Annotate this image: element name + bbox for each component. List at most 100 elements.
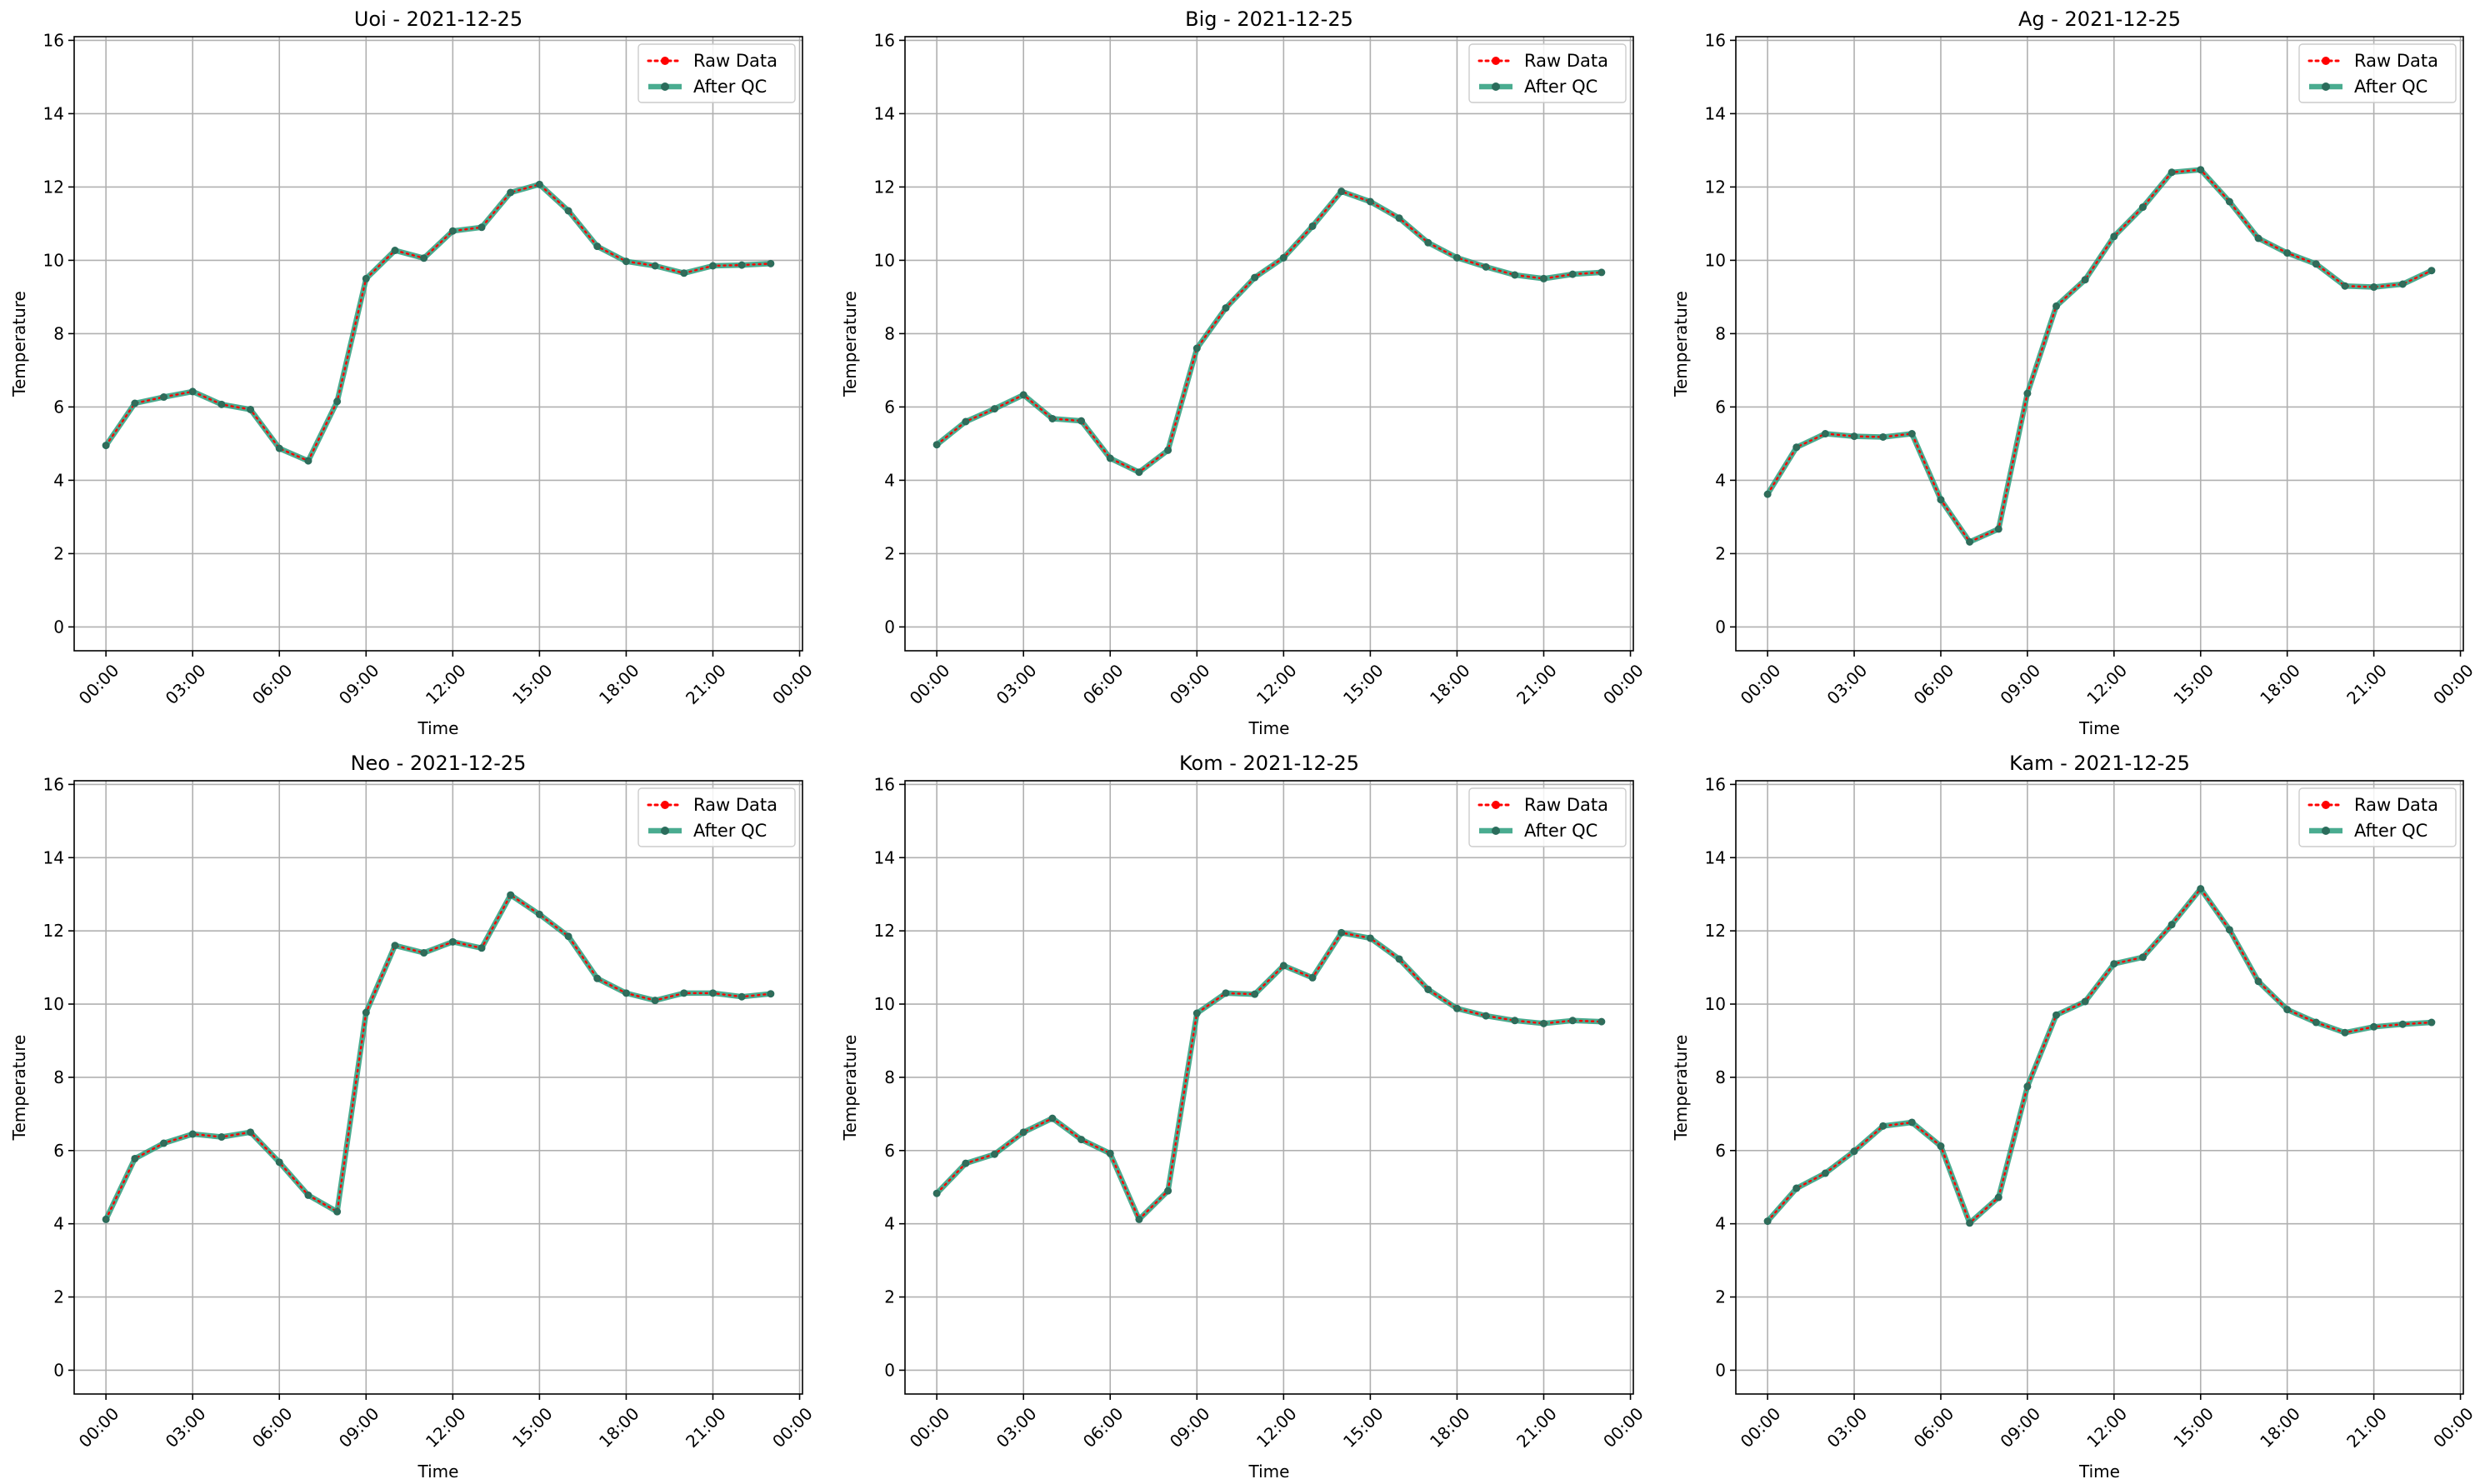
- y-tick-label: 14: [874, 103, 895, 123]
- x-tick-label: 12:00: [422, 1403, 470, 1452]
- data-point-raw-data: [479, 946, 484, 951]
- data-point-raw-data: [2228, 927, 2232, 932]
- y-axis-label: Temperature: [9, 1035, 29, 1142]
- y-tick-label: 6: [53, 1141, 64, 1161]
- data-point-raw-data: [2314, 1020, 2318, 1025]
- y-tick-label: 14: [1705, 847, 1726, 867]
- legend-marker-raw-data: [661, 57, 669, 65]
- x-axis-label: Time: [418, 718, 459, 738]
- data-point-raw-data: [278, 446, 282, 451]
- x-tick-label: 09:00: [1996, 1403, 2044, 1452]
- y-axis-label: Temperature: [1671, 291, 1691, 397]
- legend-marker-after-qc: [2322, 82, 2330, 91]
- data-point-raw-data: [479, 225, 484, 229]
- legend-marker-after-qc: [1492, 827, 1500, 835]
- data-point-raw-data: [2285, 251, 2289, 255]
- plot-area: [905, 781, 1633, 1394]
- plot-area: [905, 37, 1633, 651]
- x-axis-label: Time: [1248, 718, 1290, 738]
- x-tick-label: 18:00: [595, 660, 643, 708]
- y-tick-label: 8: [1715, 323, 1726, 343]
- chart-title: Kom - 2021-12-25: [1179, 752, 1359, 775]
- data-point-raw-data: [1166, 1188, 1170, 1193]
- legend-label-after-qc: After QC: [693, 821, 767, 841]
- y-tick-label: 16: [43, 30, 64, 50]
- series-line-raw-data: [935, 190, 1603, 474]
- data-point-raw-data: [1108, 1152, 1112, 1156]
- y-tick-label: 12: [874, 921, 895, 941]
- x-tick-label: 15:00: [508, 660, 557, 708]
- data-point-raw-data: [2198, 887, 2202, 891]
- data-point-raw-data: [1512, 1018, 1518, 1023]
- data-point-raw-data: [335, 1209, 339, 1214]
- y-tick-label: 8: [53, 1067, 64, 1087]
- legend-marker-after-qc: [1492, 82, 1500, 91]
- y-tick-label: 4: [1715, 470, 1726, 490]
- x-tick-label: 18:00: [1426, 660, 1474, 708]
- data-point-raw-data: [1938, 497, 1943, 502]
- data-point-raw-data: [1483, 265, 1488, 269]
- data-point-raw-data: [652, 263, 658, 268]
- data-point-raw-data: [1823, 1171, 1828, 1176]
- data-point-raw-data: [1968, 1221, 1972, 1225]
- x-tick-label: 21:00: [2342, 1403, 2391, 1452]
- y-tick-label: 10: [1705, 994, 1726, 1014]
- y-tick-label: 2: [1715, 1287, 1726, 1307]
- data-point-raw-data: [934, 1192, 939, 1196]
- data-point-raw-data: [1310, 224, 1315, 228]
- y-tick-label: 10: [874, 250, 895, 270]
- data-point-raw-data: [1881, 435, 1885, 439]
- data-point-raw-data: [1852, 1149, 1857, 1153]
- legend-label-raw-data: Raw Data: [693, 51, 778, 71]
- data-point-raw-data: [306, 1193, 311, 1197]
- y-tick-label: 12: [43, 921, 64, 941]
- series-line-raw-data: [1766, 887, 2433, 1225]
- x-tick-label: 09:00: [1166, 660, 1214, 708]
- data-point-raw-data: [1852, 434, 1857, 438]
- data-point-raw-data: [364, 277, 368, 281]
- y-tick-label: 8: [1715, 1067, 1726, 1087]
- data-point-raw-data: [103, 443, 108, 447]
- legend: Raw Data After QC: [638, 43, 796, 103]
- x-tick-label: 18:00: [2256, 660, 2304, 708]
- x-tick-label: 00:00: [1599, 1403, 1648, 1452]
- data-point-raw-data: [190, 1132, 195, 1137]
- data-point-raw-data: [566, 208, 571, 213]
- x-tick-label: 00:00: [2429, 1403, 2478, 1452]
- x-tick-label: 06:00: [248, 1403, 297, 1452]
- y-tick-label: 8: [53, 323, 64, 343]
- y-tick-label: 0: [1715, 1360, 1726, 1380]
- data-point-raw-data: [1137, 1217, 1142, 1222]
- data-point-raw-data: [963, 419, 968, 424]
- x-tick-label: 15:00: [2169, 1403, 2218, 1452]
- legend-marker-raw-data: [661, 801, 669, 809]
- y-tick-label: 4: [884, 470, 895, 490]
- chart-title: Kam - 2021-12-25: [2009, 752, 2190, 775]
- data-point-raw-data: [2228, 199, 2232, 204]
- data-point-raw-data: [1968, 540, 1972, 544]
- x-tick-label: 06:00: [1079, 1403, 1128, 1452]
- y-tick-label: 0: [884, 617, 895, 637]
- data-point-raw-data: [162, 395, 166, 399]
- data-point-raw-data: [1310, 976, 1315, 980]
- data-point-raw-data: [1910, 1120, 1914, 1125]
- data-point-raw-data: [682, 991, 687, 996]
- subplot-4: 0 2 4 6 8 10 12 14 16 00:00 03:00 06:00 09:00 12:00 15…: [9, 752, 817, 1482]
- data-point-raw-data: [364, 1010, 368, 1015]
- y-tick-label: 0: [884, 1360, 895, 1380]
- legend-label-raw-data: Raw Data: [2354, 795, 2438, 815]
- legend: Raw Data After QC: [2298, 787, 2457, 847]
- legend: Raw Data After QC: [2298, 43, 2457, 103]
- data-point-raw-data: [422, 256, 426, 260]
- data-point-raw-data: [1282, 963, 1286, 968]
- x-tick-label: 21:00: [682, 1403, 730, 1452]
- legend-marker-raw-data: [2322, 57, 2330, 65]
- x-tick-label: 09:00: [1166, 1403, 1214, 1452]
- data-point-raw-data: [1794, 1186, 1798, 1191]
- x-axis-label: Time: [418, 1462, 459, 1482]
- data-point-raw-data: [132, 1157, 138, 1161]
- y-axis-label: Temperature: [840, 291, 860, 397]
- axes-frame: [904, 36, 1634, 652]
- y-tick-label: 12: [874, 177, 895, 197]
- data-point-raw-data: [162, 1141, 166, 1146]
